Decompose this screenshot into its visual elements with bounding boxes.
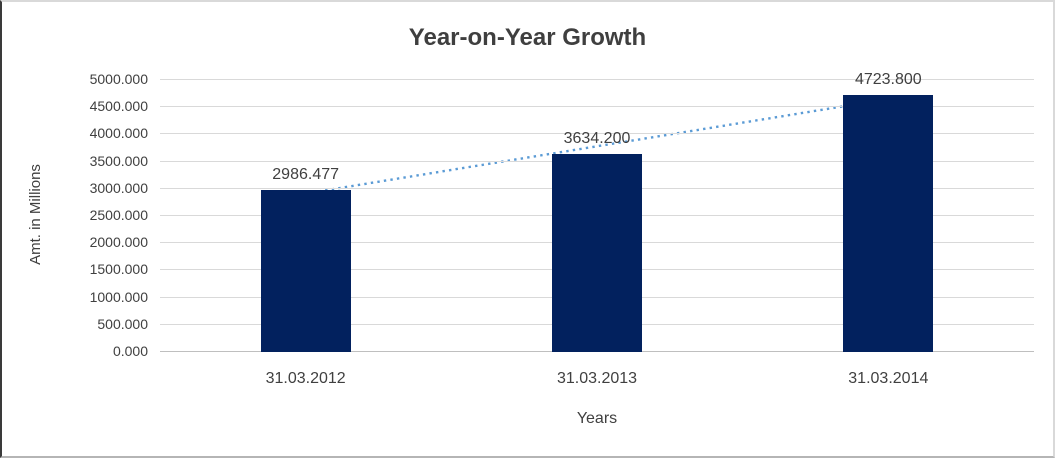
y-tick-label: 5000.000 [89, 71, 148, 87]
x-tick-label: 31.03.2013 [556, 370, 638, 387]
y-tick-label: 1500.000 [89, 261, 148, 278]
x-axis-title: Years [576, 410, 618, 427]
y-tick-label: 2000.000 [89, 234, 148, 251]
y-tick-label: 500.000 [97, 315, 148, 332]
y-tick-label: 3500.000 [89, 152, 148, 169]
chart-title: Year-on-Year Growth [408, 24, 647, 51]
y-tick-label: 4000.000 [89, 125, 148, 142]
bar [260, 189, 351, 352]
gridline [160, 79, 1034, 80]
gridline [160, 133, 1034, 135]
bar-value-label: 3634.200 [563, 130, 631, 148]
y-tick-label: 1000.000 [89, 288, 148, 305]
bar-value-label: 2986.477 [272, 165, 340, 183]
bar [843, 95, 934, 352]
bar-value-label: 4723.800 [854, 71, 922, 89]
y-tick-label: 4500.000 [89, 98, 148, 115]
bar [552, 154, 642, 352]
y-tick-label: 2500.000 [89, 207, 148, 223]
y-tick-label: 3000.000 [89, 179, 148, 196]
x-tick-label: 31.03.2012 [265, 370, 346, 387]
gridline [160, 106, 1034, 108]
x-tick-label: 31.03.2014 [848, 370, 929, 387]
y-tick-label: 0.000 [112, 343, 148, 359]
